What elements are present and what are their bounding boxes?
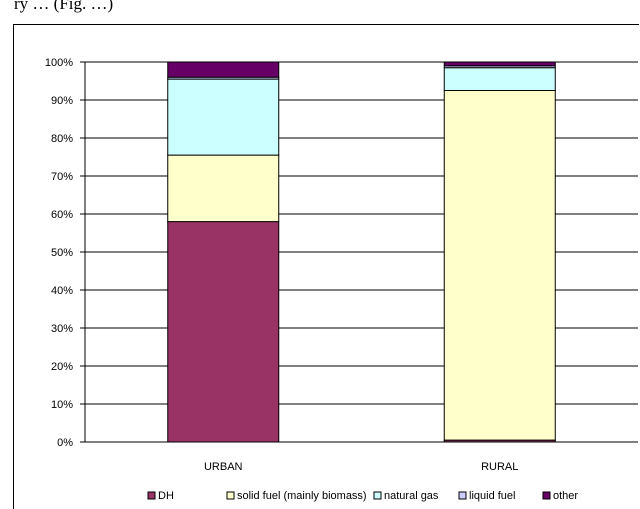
y-tick-label: 70% [51, 171, 73, 183]
bar-segment [443, 90, 556, 441]
legend: DH solid fuel (mainly biomass) natural gas… [147, 490, 578, 502]
legend-label: liquid fuel [469, 490, 515, 502]
labels: 0% 10% 20% 30% 40% 50% 60% 70% 80% 90% 100% URBAN RU… [45, 57, 519, 473]
bar-segment [167, 78, 280, 156]
legend-label: natural gas [384, 490, 439, 502]
legend-label: DH [158, 490, 174, 502]
bar-segment [167, 154, 280, 223]
legend-label: solid fuel (mainly biomass) [237, 490, 367, 502]
y-tick-label: 10% [51, 399, 73, 411]
legend-swatch [373, 491, 382, 500]
y-tick-label: 30% [51, 323, 73, 335]
bar-segment [443, 61, 556, 67]
x-category-label: RURAL [481, 461, 518, 473]
y-tick-label: 100% [45, 57, 73, 69]
legend-label: other [553, 490, 578, 502]
legend-swatch [226, 491, 235, 500]
bars [167, 61, 556, 443]
y-tick-label: 90% [51, 95, 73, 107]
legend-swatch [458, 491, 467, 500]
bar-segment [167, 61, 280, 78]
y-tick-label: 80% [51, 133, 73, 145]
caption-fragment: ry … (Fig. …) [14, 0, 114, 13]
y-tick-label: 60% [51, 209, 73, 221]
legend-swatch [147, 491, 156, 500]
bar-segment [167, 221, 280, 443]
y-tick-label: 50% [51, 247, 73, 259]
x-category-label: URBAN [204, 461, 243, 473]
bar-segment [443, 67, 556, 91]
y-tick-label: 0% [57, 437, 73, 449]
legend-swatch [542, 491, 551, 500]
y-tick-label: 20% [51, 361, 73, 373]
y-tick-label: 40% [51, 285, 73, 297]
